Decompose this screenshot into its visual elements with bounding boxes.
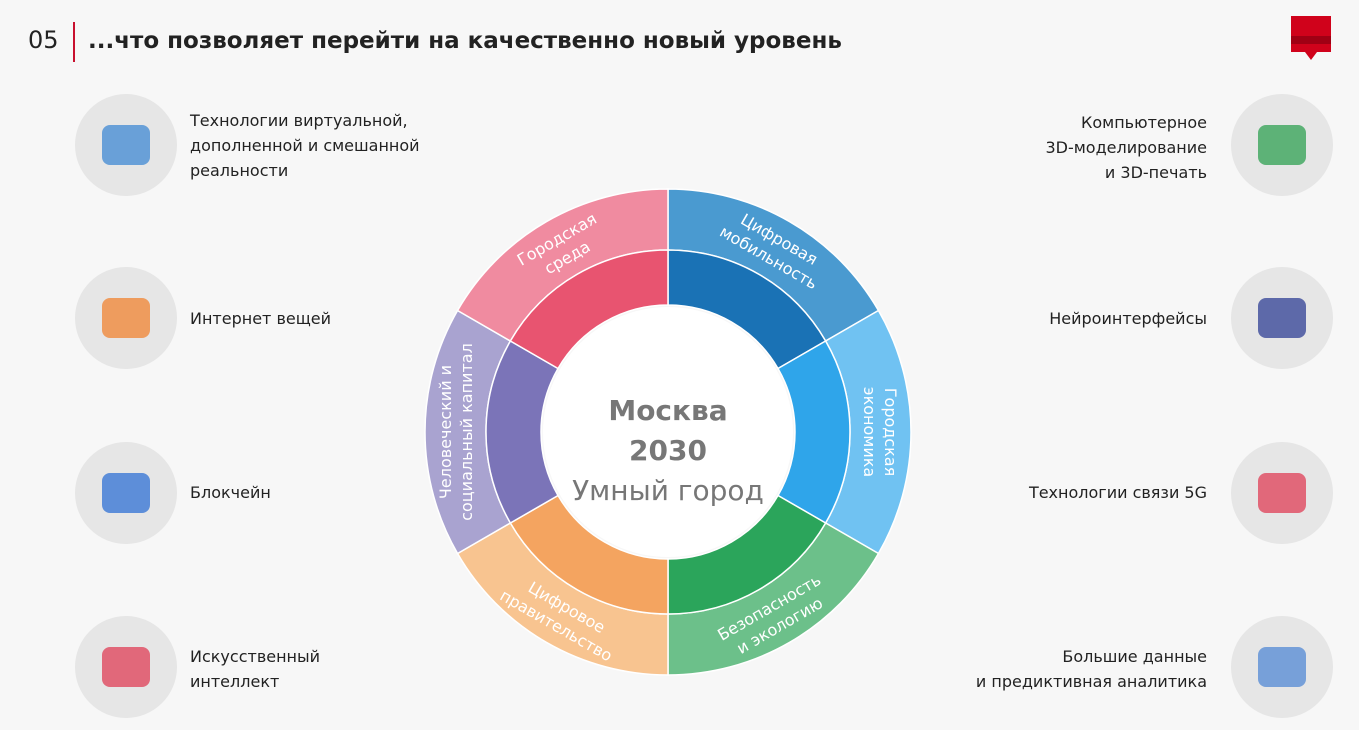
segment-label-line: экономика bbox=[860, 387, 879, 477]
right-item: Большие данные и предиктивная аналитика bbox=[975, 647, 1207, 691]
slide-number: 05 bbox=[28, 26, 59, 54]
icon bbox=[102, 298, 150, 338]
segment-label-line: социальный капитал bbox=[457, 343, 476, 521]
icon bbox=[1258, 125, 1306, 165]
icon bbox=[1258, 473, 1306, 513]
segment-label-line: Человеческий и bbox=[436, 365, 455, 499]
donut: ЦифроваямобильностьГородскаяэкономикаБез… bbox=[424, 188, 912, 676]
icons bbox=[75, 94, 1333, 718]
center-text: Умный город bbox=[572, 474, 764, 507]
left-item: Интернет вещей bbox=[190, 309, 332, 328]
right-item: Технологии связи 5G bbox=[1028, 483, 1207, 502]
slide-title: ...что позволяет перейти на качественно … bbox=[88, 28, 842, 54]
right-item: Компьютерное 3D-моделирование и 3D-печать bbox=[1045, 113, 1207, 182]
center-circle bbox=[543, 307, 793, 557]
logo bbox=[1291, 16, 1331, 60]
center-text: Москва bbox=[608, 394, 727, 427]
segment-label: Человеческий и социальный капитал bbox=[436, 343, 476, 521]
icon bbox=[102, 125, 150, 165]
icon bbox=[102, 647, 150, 687]
icon bbox=[1258, 647, 1306, 687]
left-item: Блокчейн bbox=[190, 483, 271, 502]
segment-inner bbox=[509, 249, 669, 370]
center-text: 2030 bbox=[629, 434, 707, 467]
left-item: Технологии виртуальной, дополненной и сме… bbox=[190, 111, 420, 180]
icon bbox=[1258, 298, 1306, 338]
segment-label-line: Городская bbox=[881, 388, 900, 476]
left-item: Искусственный интеллект bbox=[190, 647, 321, 691]
right-item: Нейроинтерфейсы bbox=[1049, 309, 1207, 328]
icon bbox=[102, 473, 150, 513]
